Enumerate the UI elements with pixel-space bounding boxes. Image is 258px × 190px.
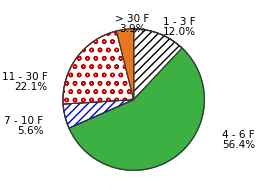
Text: 5.6%: 5.6%: [17, 126, 43, 136]
Text: 7 - 10 F: 7 - 10 F: [4, 116, 43, 126]
Text: 1 - 3 F: 1 - 3 F: [163, 17, 196, 27]
Text: 56.4%: 56.4%: [222, 140, 255, 150]
Wedge shape: [63, 31, 134, 104]
Wedge shape: [134, 29, 182, 100]
Text: 11 - 30 F: 11 - 30 F: [2, 72, 47, 82]
Text: > 30 F: > 30 F: [115, 14, 149, 24]
Wedge shape: [63, 100, 134, 128]
Wedge shape: [117, 29, 134, 100]
Text: 22.1%: 22.1%: [14, 82, 47, 92]
Circle shape: [63, 29, 204, 170]
Wedge shape: [69, 48, 204, 170]
Text: 4 - 6 F: 4 - 6 F: [222, 130, 255, 140]
Text: 12.0%: 12.0%: [163, 27, 196, 37]
Text: 3.9%: 3.9%: [119, 24, 146, 34]
